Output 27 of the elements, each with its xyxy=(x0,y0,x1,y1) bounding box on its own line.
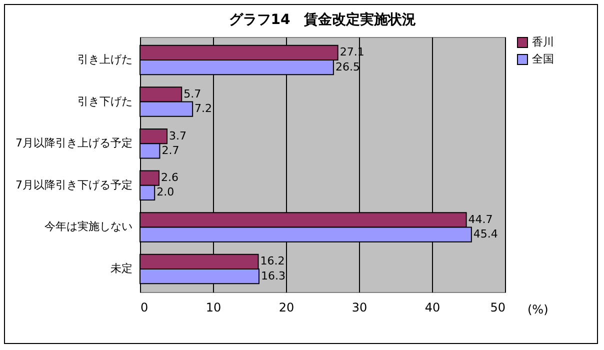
x-tick-label: 20 xyxy=(278,300,294,314)
data-label: 2.0 xyxy=(156,186,174,199)
y-tick-label: 引き上げた xyxy=(78,52,132,66)
legend-label: 香川 xyxy=(532,36,554,48)
data-label: 5.7 xyxy=(184,87,202,100)
data-label: 16.2 xyxy=(260,254,285,268)
y-tick-label: 引き下げた xyxy=(78,94,132,108)
data-label: 26.5 xyxy=(335,60,360,74)
x-tick-label: 40 xyxy=(424,300,440,314)
data-label: 3.7 xyxy=(169,129,187,142)
data-label: 7.2 xyxy=(194,102,212,116)
data-label: 2.7 xyxy=(162,144,180,157)
x-tick-label: 30 xyxy=(352,300,368,314)
data-label: 45.4 xyxy=(473,228,498,241)
y-tick-label: 7月以降引き下げる予定 xyxy=(16,178,132,192)
y-tick-label: 今年は実施しない xyxy=(44,220,132,234)
x-axis-title: (%) xyxy=(528,302,548,316)
x-tick-label: 50 xyxy=(490,300,506,314)
legend-label: 全国 xyxy=(532,52,554,66)
data-label: 16.3 xyxy=(260,269,286,282)
data-label: 2.6 xyxy=(160,171,178,184)
data-label: 44.7 xyxy=(468,212,493,226)
chart-title: グラフ14 賃金改定実施状況 xyxy=(228,11,416,28)
y-tick-label: 未定 xyxy=(110,262,132,276)
y-tick-label: 7月以降引き上げる予定 xyxy=(16,136,132,150)
x-tick-label: 10 xyxy=(206,300,222,314)
x-tick-label: 0 xyxy=(140,300,148,314)
